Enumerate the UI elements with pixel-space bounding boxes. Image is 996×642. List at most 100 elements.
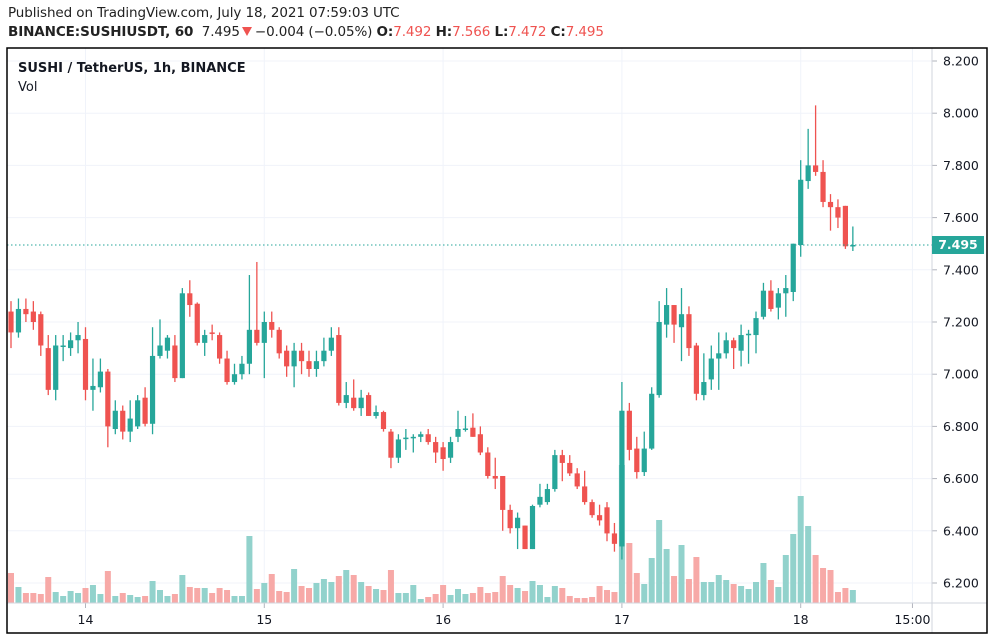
volume-bar xyxy=(648,558,655,603)
volume-bar xyxy=(596,586,603,603)
candle-body xyxy=(30,311,36,322)
volume-bar xyxy=(231,596,238,603)
volume-bar xyxy=(663,549,670,603)
candle-body xyxy=(403,437,409,440)
candle-body xyxy=(164,337,171,351)
volume-bar xyxy=(82,588,89,603)
candle-body xyxy=(366,395,372,416)
candle-body xyxy=(90,385,96,390)
candle-body xyxy=(187,293,193,306)
candle-body xyxy=(321,350,327,362)
candle-body xyxy=(649,393,655,449)
volume-bar xyxy=(45,577,52,603)
candle-body xyxy=(23,308,29,315)
volume-bar xyxy=(641,584,648,603)
candle-body xyxy=(723,340,729,354)
volume-bar xyxy=(15,587,22,603)
candle-body xyxy=(105,371,111,427)
candle-body xyxy=(112,410,118,430)
candle-body xyxy=(477,434,483,453)
candle-body xyxy=(611,533,618,544)
candle-body xyxy=(149,355,156,424)
volume-bar xyxy=(417,599,424,603)
volume-bar xyxy=(186,587,193,603)
volume-bar xyxy=(626,543,633,603)
candle-body xyxy=(500,475,506,510)
candle-body xyxy=(492,475,498,479)
volume-bar xyxy=(849,590,856,603)
candle-body xyxy=(343,395,349,403)
last-price: 7.495 xyxy=(201,24,240,40)
candle-body xyxy=(373,412,379,416)
candle-body xyxy=(179,293,185,379)
candle-body xyxy=(157,345,163,356)
candle-body xyxy=(351,397,357,409)
volume-bar xyxy=(358,582,365,603)
volume-bar xyxy=(60,596,67,603)
price-tick-label: 7.400 xyxy=(943,262,979,277)
volume-bar xyxy=(477,587,484,603)
volume-bar xyxy=(581,598,588,603)
volume-bar xyxy=(693,557,700,603)
candle-body xyxy=(507,509,513,529)
symbol-name[interactable]: BINANCE:SUSHIUSDT, 60 xyxy=(8,24,194,40)
volume-bar xyxy=(574,598,581,603)
candle-body xyxy=(418,434,424,437)
triangle-down-icon xyxy=(241,27,252,36)
volume-bar xyxy=(715,575,722,603)
price-change: −0.004 (−0.05%) xyxy=(254,24,373,40)
volume-bar xyxy=(246,536,253,603)
volume-bar xyxy=(216,588,223,603)
candle-body xyxy=(425,434,431,443)
candle-body xyxy=(485,452,491,476)
candle-body xyxy=(768,290,774,309)
candle-body xyxy=(574,473,580,487)
low-value: 7.472 xyxy=(508,24,547,40)
volume-bar xyxy=(149,581,156,603)
volume-bar xyxy=(775,587,782,603)
volume-bar xyxy=(22,593,29,603)
volume-bar xyxy=(37,594,44,603)
volume-bar xyxy=(738,586,745,603)
close-label: C: xyxy=(550,24,566,40)
candle-body xyxy=(783,288,789,294)
volume-bar xyxy=(514,588,521,603)
volume-bar xyxy=(522,591,529,603)
volume-bar xyxy=(104,571,111,603)
volume-bar xyxy=(604,590,610,603)
candle-body xyxy=(708,358,714,380)
candle-body xyxy=(589,502,595,516)
candle-body xyxy=(678,314,685,328)
close-value: 7.495 xyxy=(565,24,604,40)
candle-body xyxy=(410,436,416,439)
candle-body xyxy=(522,525,528,550)
volume-bar xyxy=(283,592,290,603)
volume-bar xyxy=(730,584,737,603)
price-tick-label: 7.800 xyxy=(943,158,979,173)
volume-bar xyxy=(112,596,119,603)
volume-bar xyxy=(753,582,759,603)
volume-bar xyxy=(268,574,275,603)
volume-bar xyxy=(499,576,506,603)
candle-body xyxy=(231,374,238,383)
candle-body xyxy=(842,205,848,247)
volume-bar xyxy=(760,563,767,603)
candle-body xyxy=(738,335,744,351)
candle-body xyxy=(447,442,454,458)
candle-body xyxy=(45,348,51,390)
candle-body xyxy=(470,427,476,437)
volume-bar xyxy=(782,555,789,603)
candle-body xyxy=(813,165,819,172)
candle-body xyxy=(790,243,796,292)
price-tick-label: 6.200 xyxy=(943,576,979,591)
candle-body xyxy=(328,337,334,351)
volume-bar xyxy=(402,593,409,603)
candle-body xyxy=(701,382,707,396)
volume-bar xyxy=(492,592,499,603)
candle-body xyxy=(388,431,394,458)
candle-body xyxy=(298,350,305,362)
candle-body xyxy=(552,455,558,490)
volume-bar xyxy=(425,597,432,603)
candle-body xyxy=(634,448,640,473)
